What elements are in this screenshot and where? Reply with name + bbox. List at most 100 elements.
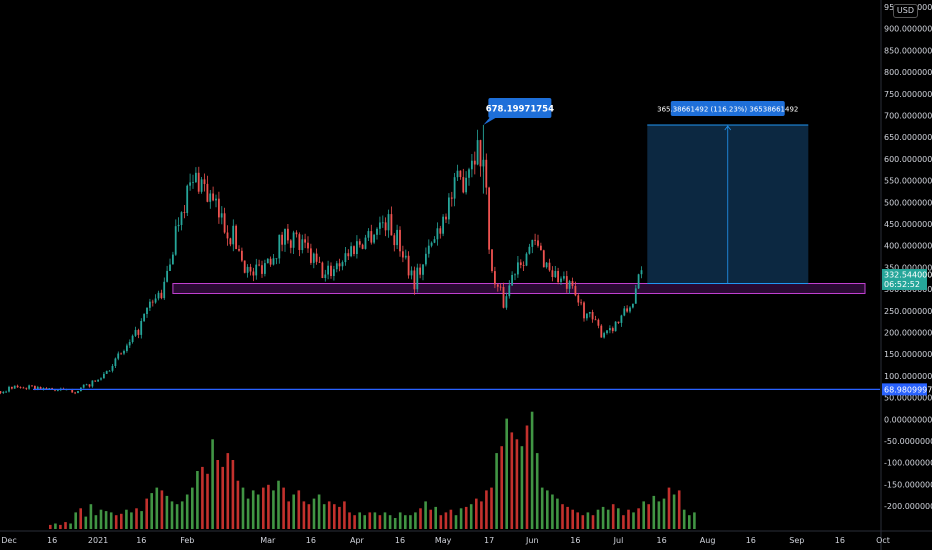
- candle-body: [479, 140, 482, 167]
- candle-body: [203, 179, 206, 184]
- candle-body: [614, 321, 617, 332]
- volume-bar: [601, 506, 605, 529]
- candle-body: [560, 278, 562, 282]
- candle-body: [442, 216, 444, 234]
- volume-bar: [125, 509, 128, 529]
- volume-bar: [586, 512, 590, 529]
- price-tick-label: 0.00000000: [884, 415, 932, 424]
- candle-body: [379, 222, 381, 229]
- candle-body: [404, 255, 407, 258]
- candle-body: [591, 312, 594, 320]
- candle-body: [502, 287, 505, 308]
- volume-bar: [373, 512, 377, 529]
- support-zone-layer: [172, 283, 866, 294]
- volume-bar: [196, 471, 199, 529]
- candle-body: [51, 388, 53, 390]
- candle-body: [241, 250, 243, 261]
- volume-bar: [69, 523, 72, 529]
- volume-bar: [429, 509, 432, 529]
- candle-body: [465, 177, 467, 193]
- candle-body: [609, 328, 611, 331]
- candle-body: [292, 232, 295, 248]
- candle-body: [91, 380, 94, 387]
- time-tick-label: 16: [395, 536, 405, 545]
- price-tick-label: 650.00000000: [884, 133, 932, 142]
- candle-body: [19, 387, 22, 388]
- drawing-overlays: 365.38661492 (116.23%) 36538661492 678.19…: [33, 97, 880, 390]
- volume-bar: [682, 509, 686, 529]
- candle-body: [39, 387, 42, 390]
- volume-bar: [419, 508, 422, 529]
- currency-badge[interactable]: USD: [892, 4, 918, 18]
- candle-body: [393, 235, 396, 246]
- volume-bar: [409, 515, 412, 529]
- volume-bar: [267, 484, 270, 529]
- volume-bar: [256, 494, 260, 529]
- candle-body: [48, 388, 51, 389]
- time-tick-label: 16: [657, 536, 667, 545]
- candle-body: [361, 244, 364, 249]
- volume-bar: [393, 518, 397, 529]
- candle-body: [218, 198, 220, 218]
- volume-bar: [485, 490, 488, 529]
- candle-body: [160, 292, 163, 299]
- candle-body: [364, 237, 367, 249]
- candle-body: [114, 358, 117, 366]
- support-price-value: 68.98099978: [884, 385, 932, 394]
- volume-bars: [49, 411, 696, 529]
- candle-body: [310, 248, 312, 263]
- candle-body: [528, 246, 531, 254]
- candle-body: [634, 288, 637, 304]
- candle-body: [606, 330, 608, 334]
- time-tick-label: Sep: [789, 536, 804, 545]
- volume-bar: [363, 515, 366, 529]
- candle-body: [143, 314, 145, 322]
- candle-body: [330, 265, 332, 276]
- candle-body: [215, 198, 217, 201]
- candle-body: [103, 373, 105, 379]
- last-price-value: 332.54400003: [884, 270, 932, 279]
- price-tick-label: -100.00000000: [884, 459, 932, 468]
- volume-bar: [439, 515, 443, 529]
- candle-body: [370, 231, 373, 243]
- volume-bar: [540, 487, 544, 529]
- volume-bar: [561, 504, 564, 529]
- time-tick-label: Mar: [260, 536, 276, 545]
- volume-bar: [94, 515, 98, 529]
- time-tick-label: 16: [835, 536, 845, 545]
- volume-bar: [652, 495, 656, 529]
- volume-bar: [89, 504, 93, 529]
- candle-body: [542, 250, 545, 268]
- candle-body: [488, 187, 490, 250]
- volume-bar: [317, 494, 321, 529]
- candle-body: [180, 212, 183, 225]
- candle-body: [131, 335, 134, 342]
- volume-bar: [535, 453, 539, 529]
- volume-bar: [262, 487, 265, 529]
- price-tick-label: 150.00000000: [884, 350, 932, 359]
- time-tick-label: Aug: [700, 536, 716, 545]
- candle-body: [272, 258, 275, 265]
- volume-bar: [459, 508, 463, 529]
- candle-body: [108, 370, 111, 372]
- candle-body: [269, 258, 272, 265]
- price-tick-label: 850.00000000: [884, 46, 932, 55]
- candle-body: [545, 262, 548, 268]
- time-tick-label: 16: [570, 536, 580, 545]
- volume-bar: [206, 473, 209, 529]
- candle-body: [381, 222, 384, 224]
- candle-body: [281, 234, 283, 245]
- candle-body: [399, 229, 401, 252]
- candle-body: [347, 253, 350, 257]
- price-axis[interactable]: 950.00000000900.00000000850.00000000800.…: [880, 0, 932, 550]
- candle-body: [71, 389, 74, 393]
- candle-body: [8, 386, 10, 392]
- time-axis[interactable]: Dec 16 2021 16 Feb Mar 16 Apr 16 May 17 Jun 16 Jul 16 A…: [0, 530, 932, 545]
- candle-body: [450, 197, 453, 199]
- candle-body: [120, 353, 122, 355]
- candle-body: [157, 292, 160, 299]
- volume-bar: [292, 494, 295, 529]
- candle-body: [266, 258, 269, 264]
- candle-body: [413, 270, 416, 290]
